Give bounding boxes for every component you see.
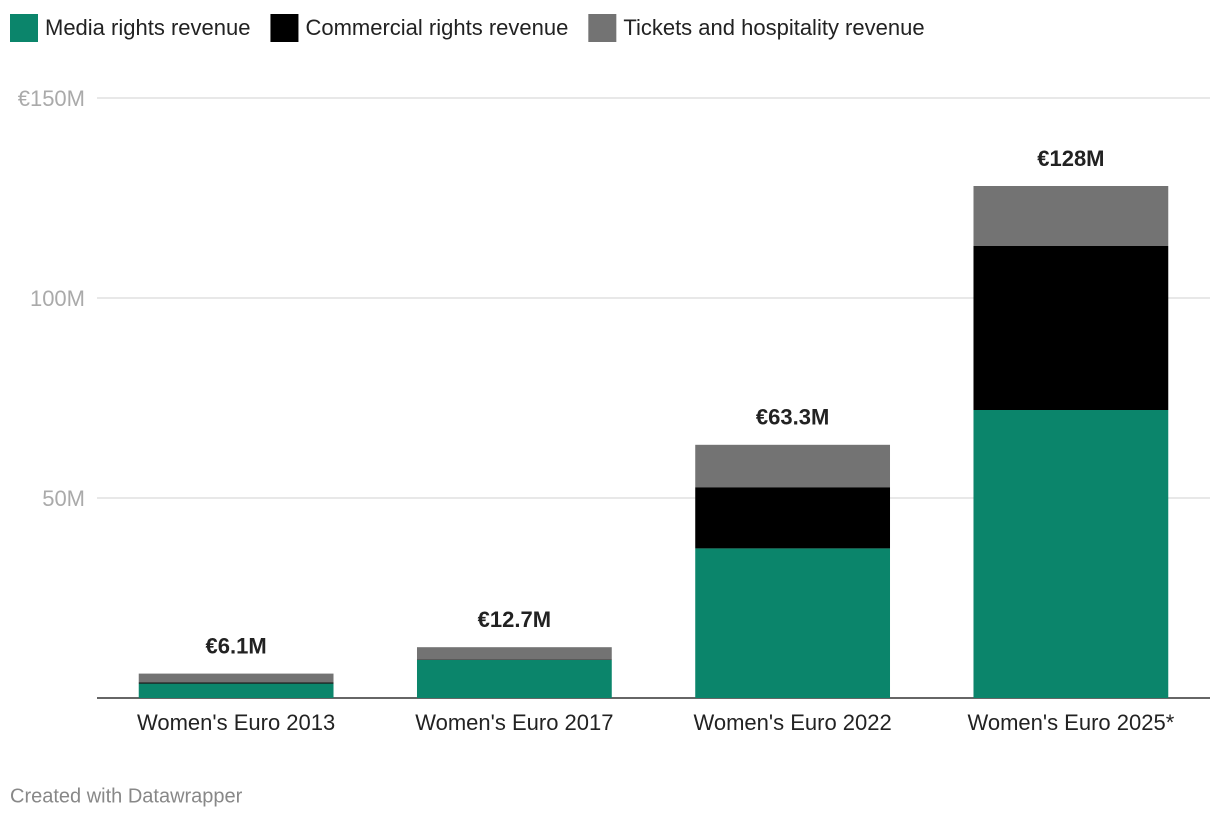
legend-swatch: [10, 14, 38, 42]
bar-segment: [138, 683, 334, 698]
total-label: €6.1M: [206, 633, 267, 658]
legend-swatch: [270, 14, 299, 42]
bar-segment: [973, 410, 1169, 698]
x-tick-label: Women's Euro 2025*: [967, 710, 1174, 735]
total-label: €12.7M: [478, 607, 551, 632]
x-tick-label: Women's Euro 2017: [415, 710, 613, 735]
legend-label: Media rights revenue: [45, 15, 250, 40]
source: Created with Datawrapper: [10, 785, 243, 807]
y-tick-label: €150M: [18, 86, 85, 111]
bar-segment: [973, 246, 1169, 410]
y-tick-label: 50M: [42, 486, 85, 511]
bar-segment: [416, 660, 612, 698]
y-tick-label: 100M: [30, 286, 85, 311]
legend-label: Tickets and hospitality revenue: [623, 15, 924, 40]
bar-segment: [695, 444, 891, 488]
legend-label: Commercial rights revenue: [305, 15, 568, 40]
x-tick-label: Women's Euro 2013: [137, 710, 335, 735]
bar-segment: [695, 548, 891, 698]
x-tick-label: Women's Euro 2022: [694, 710, 892, 735]
total-label: €63.3M: [756, 405, 829, 430]
bar-segment: [138, 682, 334, 684]
bar-segment: [416, 647, 612, 660]
bar-segment: [973, 186, 1169, 246]
total-label: €128M: [1037, 146, 1104, 171]
legend-swatch: [588, 14, 617, 42]
bar-segment: [695, 487, 891, 549]
bar-segment: [138, 673, 334, 683]
